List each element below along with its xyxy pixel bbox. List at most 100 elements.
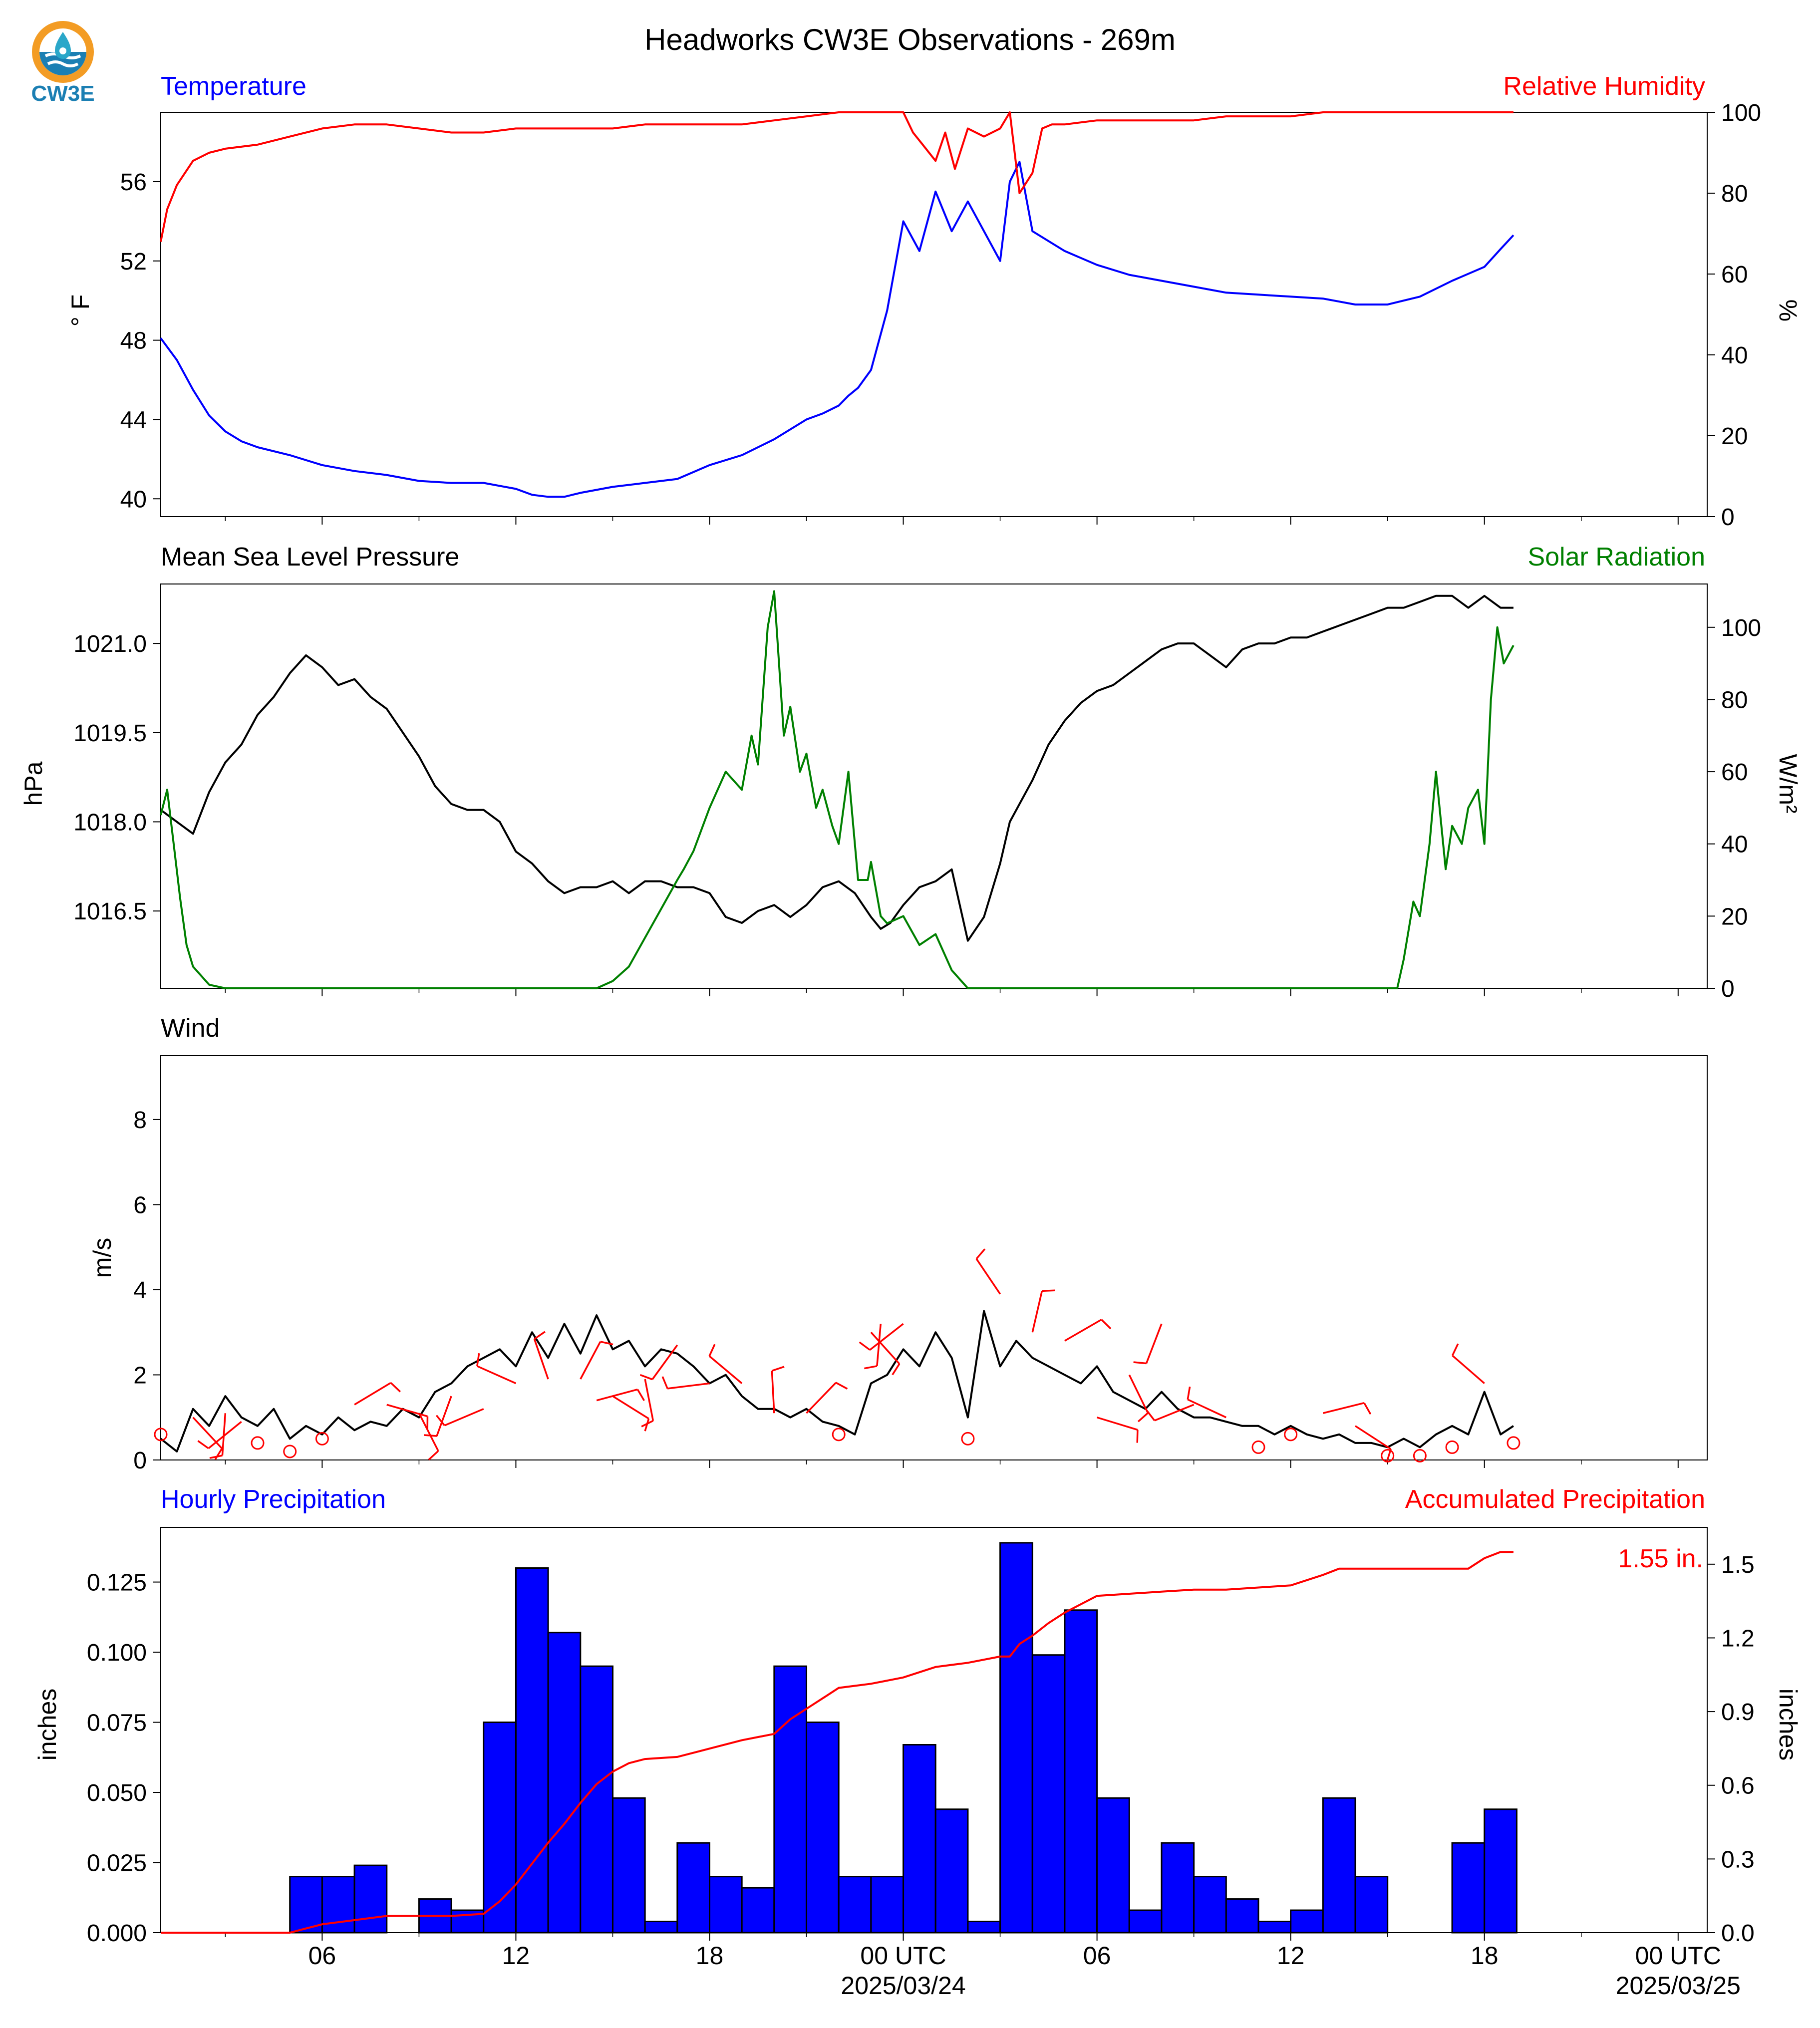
wind-barb-flag <box>1187 1386 1191 1400</box>
y2-tick-label: 1.5 <box>1721 1552 1755 1578</box>
y2-tick-label: 40 <box>1721 832 1748 858</box>
wind-barb <box>870 1332 901 1365</box>
wind-calm-marker <box>1445 1440 1459 1454</box>
precip-bar <box>903 1744 936 1934</box>
precip-bar <box>1290 1909 1324 1934</box>
y-tick-label: 1018.0 <box>73 809 147 836</box>
wind-barb <box>1097 1417 1138 1431</box>
y2-tick-label: 0.0 <box>1721 1920 1755 1947</box>
x-tick-label: 12 <box>502 1942 530 1970</box>
wind-barb-flag <box>636 1389 645 1401</box>
wind-calm-marker <box>315 1432 329 1446</box>
y2-tick-label: 100 <box>1721 615 1761 641</box>
y-tick-label: 0.050 <box>87 1780 147 1806</box>
wind-barb <box>1187 1399 1227 1419</box>
wind-barb-flag <box>600 1341 613 1346</box>
panel-temperature: Temperature Relative Humidity ° F % 40 44… <box>66 72 1802 531</box>
y2-tick-label: 40 <box>1721 342 1748 369</box>
precip-bar <box>1193 1876 1227 1934</box>
y-tick-label: 8 <box>133 1107 147 1134</box>
y2-tick-label: 1.2 <box>1721 1625 1755 1652</box>
wind-barb <box>444 1408 484 1427</box>
precip-bar <box>676 1842 710 1934</box>
figure-title: Headworks CW3E Observations - 269m <box>644 23 1176 56</box>
y2-tick-label: 20 <box>1721 903 1748 930</box>
precip-bar <box>1096 1797 1130 1934</box>
pressure-title: Mean Sea Level Pressure <box>161 543 459 572</box>
panel-precipitation: Hourly Precipitation Accumulated Precipi… <box>33 1485 1802 2000</box>
wind-plot-area: 0 2 4 6 8 <box>133 1055 1708 1474</box>
wind-title: Wind <box>161 1014 220 1043</box>
wind-calm-marker <box>1284 1428 1298 1442</box>
x-tick-label: 18 <box>1471 1942 1499 1970</box>
precip-bar <box>870 1876 905 1934</box>
y-tick-label: 0.100 <box>87 1640 147 1666</box>
wind-barb-flag <box>1137 1412 1149 1423</box>
wind-barb-flag <box>1042 1289 1055 1292</box>
wind-barb <box>533 1339 549 1380</box>
panel-pressure: Mean Sea Level Pressure Solar Radiation … <box>19 543 1802 1002</box>
wind-calm-marker <box>283 1445 297 1458</box>
precip-bar <box>1257 1921 1292 1934</box>
pressure-ylabel: hPa <box>19 761 47 806</box>
wind-barb-flag <box>859 1341 871 1351</box>
y-tick-label: 1019.5 <box>73 720 147 747</box>
y-tick-label: 2 <box>133 1362 147 1389</box>
y2-tick-label: 100 <box>1721 100 1761 126</box>
y-tick-label: 0 <box>133 1448 147 1474</box>
y-tick-label: 0.075 <box>87 1710 147 1737</box>
wind-barb <box>1322 1402 1365 1414</box>
precip-bar <box>353 1864 388 1934</box>
wind-barb <box>1452 1355 1485 1384</box>
wind-barb-flag <box>1452 1343 1459 1356</box>
y2-tick-label: 80 <box>1721 687 1748 713</box>
wind-barb <box>1145 1323 1163 1364</box>
precip-plot-area: 0.000 0.025 0.050 0.075 0.100 0.125 0.0 0.3 0.6 0… <box>87 1527 1755 2000</box>
x-tick-label: 06 <box>308 1942 336 1970</box>
y-tick-label: 6 <box>133 1192 147 1218</box>
wind-barb <box>708 1355 743 1384</box>
y-tick-label: 0.125 <box>87 1570 147 1596</box>
y2-tick-label: 0 <box>1721 976 1735 1002</box>
precip-bar <box>1322 1797 1356 1934</box>
wind-ylabel: m/s <box>88 1238 116 1278</box>
precip-bar <box>773 1665 808 1934</box>
precip-bar <box>1128 1909 1163 1934</box>
y-tick-label: 1021.0 <box>73 631 147 657</box>
wind-barb <box>612 1395 649 1420</box>
wind-calm-marker <box>154 1428 168 1442</box>
pressure-plot-area: 1016.5 1018.0 1019.5 1021.0 0 20 40 60 80 100 <box>73 583 1761 1002</box>
y-tick-label: 40 <box>120 486 147 513</box>
wind-barb <box>1128 1374 1149 1414</box>
precip-bar <box>838 1876 872 1934</box>
wind-calm-marker <box>1381 1449 1395 1462</box>
precip-bar <box>483 1722 517 1934</box>
precip-bar <box>1354 1876 1389 1934</box>
wind-barb <box>1031 1290 1043 1333</box>
y2-tick-label: 0.6 <box>1721 1773 1755 1799</box>
wind-barb-flag <box>428 1450 439 1460</box>
wind-barb-flag <box>214 1448 223 1460</box>
mean-sea-level-pressure-line <box>160 594 1514 942</box>
y-tick-label: 52 <box>120 249 147 275</box>
wind-barb-flag <box>197 1440 209 1449</box>
precip-bar <box>934 1808 969 1934</box>
wind-barb <box>975 1258 1001 1295</box>
wind-barb-flag <box>1136 1430 1139 1443</box>
relative-humidity-line <box>160 111 1514 242</box>
y2-tick-label: 0.3 <box>1721 1846 1755 1873</box>
precip-bar <box>806 1722 840 1934</box>
wind-barb <box>667 1382 710 1390</box>
wind-barb <box>1064 1319 1102 1342</box>
precip-bar <box>611 1797 646 1934</box>
wind-barb <box>477 1365 517 1385</box>
wind-barb <box>771 1371 775 1414</box>
panel-wind: Wind m/s 0 2 4 6 8 <box>88 1014 1708 1474</box>
precip-bar <box>1225 1898 1259 1934</box>
wind-barb-flag <box>1101 1319 1112 1330</box>
solar-radiation-line <box>160 590 1515 989</box>
wind-barb-flag <box>435 1415 445 1426</box>
precip-bar <box>967 1921 1001 1934</box>
wind-barb-flag <box>639 1374 653 1381</box>
y2-tick-label: 20 <box>1721 423 1748 450</box>
